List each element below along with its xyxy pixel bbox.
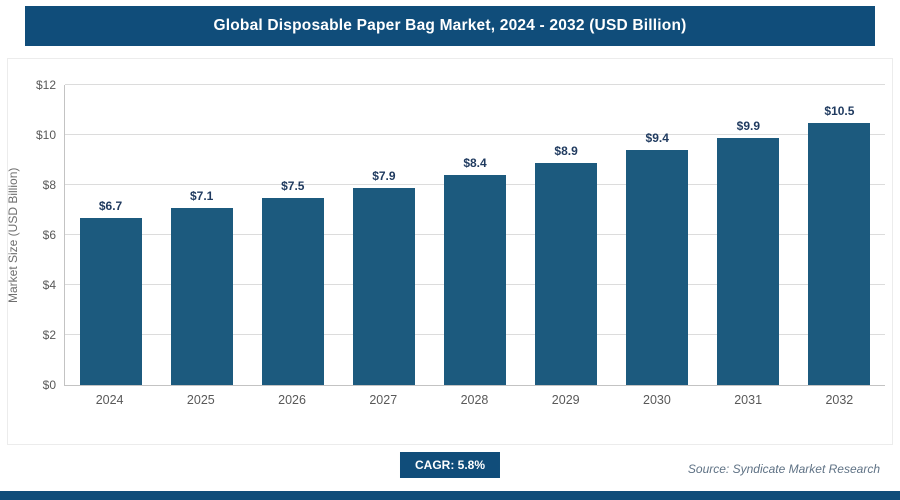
x-tick-label: 2030 [643,393,671,407]
y-tick-label: $0 [42,378,56,392]
bar [444,175,506,385]
x-tick-label: 2031 [734,393,763,407]
x-tick-label: 2027 [369,393,398,407]
bar-group: $9.9 [703,85,794,385]
gridline [65,134,885,135]
bar [535,162,598,385]
bar-value-label: $9.9 [736,118,760,133]
y-tick-label: $4 [42,278,56,292]
bar [79,217,142,385]
x-tick-label: 2028 [460,393,489,407]
bar-value-label: $8.9 [554,143,578,158]
bar [170,207,233,385]
gridline [65,84,885,85]
y-axis-tick-labels: $0 $2 $4 $6 $8 $10 $12 [22,78,62,392]
x-tick-label: 2029 [551,393,580,407]
plot-area: $6.7 $7.1 $7.5 $7.9 $8.4 $8.9 $9.4 $9.9 $10.5 [64,84,885,386]
chart-frame [7,58,893,445]
bar-group: $8.4 [429,85,520,385]
bar-value-label: $7.5 [281,178,305,193]
bar [261,197,324,385]
chart-title: Global Disposable Paper Bag Market, 2024… [213,17,687,34]
y-tick-label: $8 [42,178,56,192]
bar-value-label: $7.1 [189,188,214,203]
bar-group: $7.1 [156,85,247,385]
bar-group: $8.9 [521,85,612,385]
bar-value-label: $7.9 [372,168,396,183]
bar [352,187,415,385]
y-tick-label: $6 [42,228,56,242]
bar [717,137,780,385]
bar-value-label: $8.4 [463,156,487,170]
x-tick-label: 2024 [95,393,124,407]
bottom-accent-bar [0,491,900,500]
bar-group: $6.7 [65,85,156,385]
chart-title-banner: Global Disposable Paper Bag Market, 2024… [25,6,875,46]
y-tick-label: $12 [35,78,56,92]
bar-group: $10.5 [794,85,885,385]
y-tick-label: $10 [35,128,56,142]
x-tick-label: 2026 [278,393,306,407]
bars: $6.7 $7.1 $7.5 $7.9 $8.4 $8.9 $9.4 $9.9 $10.5 [65,85,885,385]
bar-value-label: $9.4 [645,131,669,145]
bar-group: $9.4 [612,85,703,385]
bar [808,122,871,385]
x-tick-label: 2032 [825,393,854,407]
bar-group: $7.9 [338,85,429,385]
x-tick-label: 2025 [186,393,215,407]
bar-group: $7.5 [247,85,338,385]
cagr-badge: CAGR: 5.8% [399,452,501,478]
source-text: Source: Syndicate Market Research [687,462,880,476]
bar [626,150,689,385]
bar-value-label: $10.5 [824,103,855,118]
x-axis-labels: 2024 2025 2026 2027 2028 2029 2030 2031 2032 [64,393,885,411]
y-tick-label: $2 [42,328,56,342]
bar-value-label: $6.7 [98,198,123,213]
